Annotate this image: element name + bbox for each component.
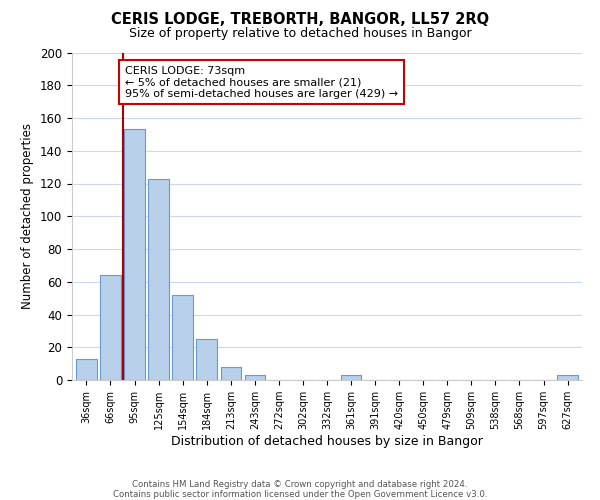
Bar: [76, 358, 97, 380]
Bar: [196, 339, 217, 380]
Y-axis label: Number of detached properties: Number of detached properties: [22, 123, 34, 309]
Text: Size of property relative to detached houses in Bangor: Size of property relative to detached ho…: [128, 28, 472, 40]
Bar: [124, 130, 145, 380]
Text: Contains HM Land Registry data © Crown copyright and database right 2024.: Contains HM Land Registry data © Crown c…: [132, 480, 468, 489]
Bar: [341, 375, 361, 380]
Text: CERIS LODGE: 73sqm
← 5% of detached houses are smaller (21)
95% of semi-detached: CERIS LODGE: 73sqm ← 5% of detached hous…: [125, 66, 398, 99]
Text: CERIS LODGE, TREBORTH, BANGOR, LL57 2RQ: CERIS LODGE, TREBORTH, BANGOR, LL57 2RQ: [111, 12, 489, 28]
Text: Contains public sector information licensed under the Open Government Licence v3: Contains public sector information licen…: [113, 490, 487, 499]
Bar: [172, 295, 193, 380]
Bar: [100, 275, 121, 380]
Bar: [557, 375, 578, 380]
Bar: [148, 178, 169, 380]
X-axis label: Distribution of detached houses by size in Bangor: Distribution of detached houses by size …: [171, 435, 483, 448]
Bar: [245, 375, 265, 380]
Bar: [221, 367, 241, 380]
